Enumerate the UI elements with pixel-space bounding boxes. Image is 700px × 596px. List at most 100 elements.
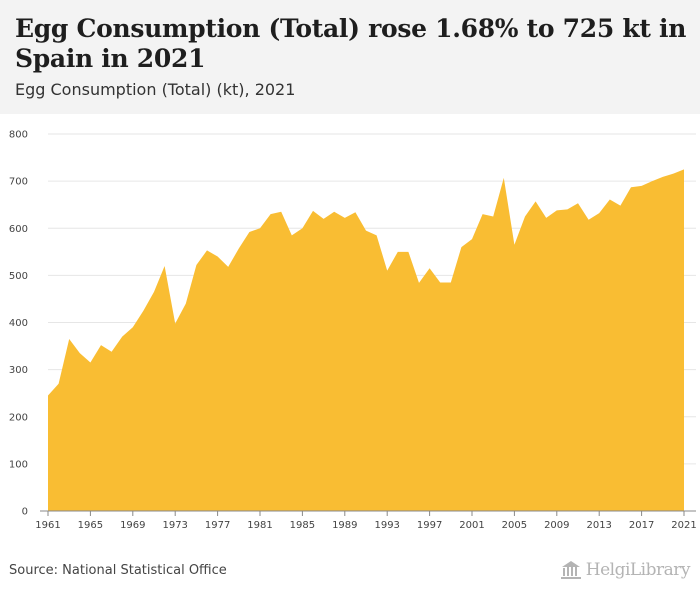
data-point-1976[interactable] — [205, 248, 209, 252]
data-point-1996[interactable] — [417, 281, 421, 285]
chart-area: 0 100 200 300 400 500 600 700 800 1961 1965 1969 19… — [0, 114, 700, 554]
x-tick-label: 2005 — [502, 520, 527, 531]
data-point-1986[interactable] — [311, 209, 315, 213]
data-point-1972[interactable] — [163, 264, 167, 268]
data-point-1990[interactable] — [353, 210, 357, 214]
data-point-1971[interactable] — [152, 290, 156, 294]
x-tick-label: 1969 — [120, 520, 145, 531]
data-point-1994[interactable] — [396, 250, 400, 254]
data-point-1984[interactable] — [290, 233, 294, 237]
data-point-1967[interactable] — [110, 350, 114, 354]
y-tick-label: 700 — [9, 177, 28, 188]
data-point-1970[interactable] — [141, 309, 145, 313]
data-point-1962[interactable] — [57, 382, 61, 386]
x-tick-labels: 1961 1965 1969 1973 1977 1981 1985 1989 1993 1997… — [35, 520, 696, 531]
data-point-2019[interactable] — [661, 175, 665, 179]
chart-subtitle: Egg Consumption (Total) (kt), 2021 — [15, 80, 296, 99]
data-point-2014[interactable] — [608, 198, 612, 202]
x-tick-label: 2013 — [586, 520, 611, 531]
data-point-1987[interactable] — [322, 217, 326, 221]
data-point-2013[interactable] — [597, 211, 601, 215]
x-tick-label: 2009 — [544, 520, 569, 531]
helgi-library-logo[interactable]: HelgiLibrary — [560, 560, 691, 580]
data-point-1974[interactable] — [184, 302, 188, 306]
y-tick-label: 100 — [9, 459, 28, 470]
y-tick-labels: 0 100 200 300 400 500 600 700 800 — [9, 130, 28, 518]
data-point-1993[interactable] — [385, 269, 389, 273]
source-note: Source: National Statistical Office — [9, 563, 227, 578]
series-area — [48, 169, 684, 511]
data-point-1975[interactable] — [194, 263, 198, 267]
x-tick-label: 1965 — [78, 520, 103, 531]
data-point-1998[interactable] — [438, 280, 442, 284]
data-point-2011[interactable] — [576, 201, 580, 205]
data-point-2016[interactable] — [629, 185, 633, 189]
data-point-1964[interactable] — [78, 351, 82, 355]
header: Egg Consumption (Total) rose 1.68% to 72… — [0, 0, 700, 114]
logo-text: HelgiLibrary — [585, 560, 691, 580]
x-tick-label: 1993 — [374, 520, 399, 531]
data-point-1965[interactable] — [88, 361, 92, 365]
y-tick-label: 800 — [9, 130, 28, 141]
y-tick-label: 500 — [9, 271, 28, 282]
data-point-2004[interactable] — [502, 176, 506, 180]
data-point-1982[interactable] — [269, 212, 273, 216]
data-point-2005[interactable] — [512, 243, 516, 247]
x-tick-label: 1985 — [290, 520, 315, 531]
area-layer — [46, 167, 686, 511]
data-point-2003[interactable] — [491, 214, 495, 218]
data-point-1999[interactable] — [449, 280, 453, 284]
page-title: Egg Consumption (Total) rose 1.68% to 72… — [15, 14, 687, 73]
y-tick-label: 300 — [9, 365, 28, 376]
data-point-2015[interactable] — [618, 204, 622, 208]
data-point-1981[interactable] — [258, 226, 262, 230]
x-tick-label: 2021 — [671, 520, 696, 531]
data-point-2021[interactable] — [682, 167, 686, 171]
data-point-2001[interactable] — [470, 237, 474, 241]
data-point-1979[interactable] — [237, 247, 241, 251]
data-point-1992[interactable] — [375, 233, 379, 237]
data-point-1969[interactable] — [131, 325, 135, 329]
data-point-2009[interactable] — [555, 208, 559, 212]
data-point-1997[interactable] — [428, 266, 432, 270]
x-tick-label: 2017 — [629, 520, 654, 531]
data-point-1977[interactable] — [216, 255, 220, 259]
data-point-2008[interactable] — [544, 216, 548, 220]
data-point-2012[interactable] — [587, 218, 591, 222]
x-tick-label: 1973 — [162, 520, 187, 531]
data-point-1978[interactable] — [226, 265, 230, 269]
data-point-2018[interactable] — [650, 179, 654, 183]
x-tick-label: 1989 — [332, 520, 357, 531]
x-tick-label: 1977 — [205, 520, 230, 531]
data-point-2007[interactable] — [534, 199, 538, 203]
x-tick-label: 1997 — [417, 520, 442, 531]
y-tick-label: 0 — [22, 507, 28, 518]
data-point-2006[interactable] — [523, 214, 527, 218]
data-point-1995[interactable] — [406, 250, 410, 254]
data-point-2010[interactable] — [565, 207, 569, 211]
data-point-2017[interactable] — [640, 184, 644, 188]
data-point-2000[interactable] — [459, 245, 463, 249]
x-tick-label: 1981 — [247, 520, 272, 531]
x-tick-label: 2001 — [459, 520, 484, 531]
library-building-icon — [560, 561, 581, 579]
x-tick-label: 1961 — [35, 520, 60, 531]
data-point-1966[interactable] — [99, 343, 103, 347]
axis-layer — [40, 510, 696, 516]
y-tick-label: 600 — [9, 224, 28, 235]
y-tick-label: 400 — [9, 318, 28, 329]
data-point-1985[interactable] — [300, 226, 304, 230]
data-point-2002[interactable] — [481, 212, 485, 216]
data-point-1988[interactable] — [332, 210, 336, 214]
data-point-1991[interactable] — [364, 229, 368, 233]
data-point-1983[interactable] — [279, 210, 283, 214]
data-point-1961[interactable] — [46, 394, 50, 398]
data-point-1980[interactable] — [247, 230, 251, 234]
data-point-1968[interactable] — [120, 335, 124, 339]
data-point-1963[interactable] — [67, 337, 71, 341]
y-tick-label: 200 — [9, 412, 28, 423]
data-point-1973[interactable] — [173, 321, 177, 325]
data-point-2020[interactable] — [671, 172, 675, 176]
data-point-1989[interactable] — [343, 216, 347, 220]
